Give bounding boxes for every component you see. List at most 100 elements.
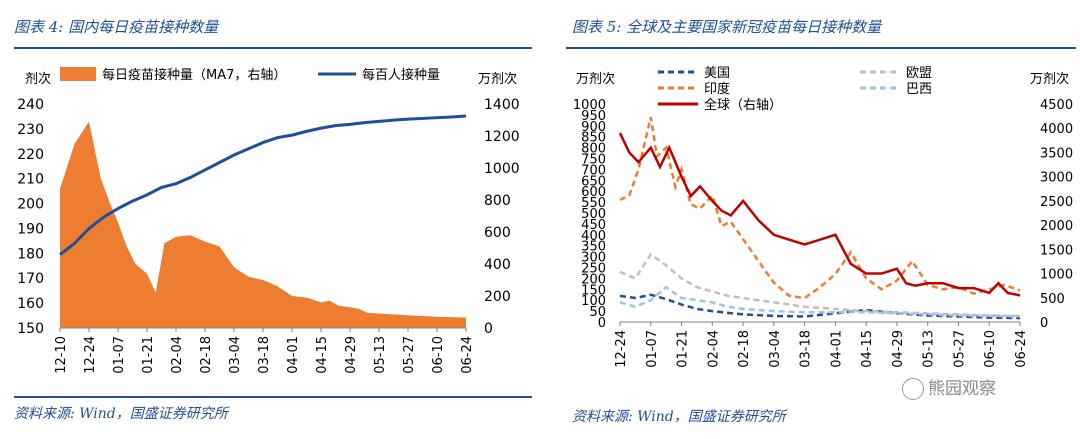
y-right-tick: 3500	[1040, 146, 1073, 161]
series-line-1	[619, 252, 1021, 318]
y-left-tick: 200	[581, 272, 606, 287]
x-tick-label: 03-18	[257, 336, 272, 374]
x-tick-label: 04-15	[315, 336, 330, 374]
x-tick-label: 03-18	[799, 330, 814, 368]
left-title-rule	[14, 47, 532, 49]
x-tick-label: 05-27	[952, 330, 967, 368]
x-tick-label: 05-13	[922, 330, 937, 368]
y-left-tick: 700	[581, 163, 606, 178]
y-right-unit: 万剂次	[1030, 71, 1069, 87]
y-left-tick: 50	[589, 305, 606, 320]
x-tick-label: 01-21	[676, 330, 691, 368]
x-tick-label: 05-13	[373, 336, 388, 374]
y-left-tick: 300	[581, 251, 606, 266]
y-left-tick: 650	[581, 174, 606, 189]
y-left-tick: 200	[17, 197, 44, 213]
y-left-tick: 0	[598, 316, 606, 331]
y-right-tick: 0	[1040, 316, 1048, 331]
x-tick-label: 01-07	[112, 336, 127, 374]
x-tick-label: 02-18	[199, 336, 214, 374]
y-left-tick: 160	[17, 296, 44, 312]
y-right-tick: 800	[484, 193, 511, 209]
y-left-tick: 150	[17, 321, 44, 337]
x-tick-label: 01-07	[645, 330, 660, 368]
y-right-tick: 500	[1040, 292, 1065, 307]
y-right-tick: 2000	[1040, 219, 1073, 234]
y-left-tick: 1000	[573, 98, 606, 113]
x-tick-label: 02-04	[706, 330, 721, 368]
x-tick-label: 04-01	[286, 336, 301, 374]
left-source-rule	[14, 396, 532, 398]
legend-label-2: 印度	[704, 81, 730, 97]
y-left-tick: 600	[581, 185, 606, 200]
x-tick-label: 12-10	[54, 336, 69, 374]
y-right-tick: 4000	[1040, 122, 1073, 137]
y-right-tick: 2500	[1040, 195, 1073, 210]
x-tick-label: 06-10	[431, 336, 446, 374]
y-left-tick: 400	[581, 229, 606, 244]
right-title-rule	[566, 47, 1076, 49]
legend-label-3: 巴西	[906, 82, 932, 97]
y-right-unit: 万剂次	[478, 71, 517, 87]
left-source: 资料来源: Wind，国盛证券研究所	[14, 406, 228, 422]
x-tick-label: 03-04	[228, 336, 243, 374]
daily-vaccination-area	[60, 121, 466, 328]
left-chart-title: 图表 4: 国内每日疫苗接种数量	[14, 18, 219, 36]
x-tick-label: 06-10	[983, 330, 998, 368]
y-left-tick: 100	[581, 294, 606, 309]
y-left-tick: 850	[581, 131, 606, 146]
legend-label-4: 全球（右轴）	[704, 97, 782, 113]
y-right-tick: 200	[484, 289, 511, 305]
y-right-tick: 1200	[484, 129, 520, 145]
x-tick-label: 04-29	[891, 330, 906, 368]
watermark: 熊园观察	[902, 374, 996, 400]
y-right-tick: 600	[484, 225, 511, 241]
right-source: 资料来源: Wind，国盛证券研究所	[572, 409, 786, 425]
legend-label-0: 美国	[704, 66, 730, 81]
y-left-tick: 150	[581, 283, 606, 298]
x-tick-label: 06-24	[1014, 330, 1029, 368]
y-right-tick: 1500	[1040, 243, 1073, 258]
y-left-tick: 180	[17, 246, 44, 262]
y-left-tick: 800	[581, 142, 606, 157]
y-left-tick: 450	[581, 218, 606, 233]
y-right-tick: 4500	[1040, 98, 1073, 113]
y-left-tick: 350	[581, 240, 606, 255]
y-right-tick: 0	[484, 321, 493, 337]
left-chart: 150 160 170 180 190 200 210 220 230 240 0 200 400 600…	[17, 67, 520, 374]
y-right-tick: 400	[484, 257, 511, 273]
y-left-tick: 900	[581, 120, 606, 135]
series-line-0	[619, 293, 1021, 320]
y-left-tick: 500	[581, 207, 606, 222]
y-left-tick: 550	[581, 196, 606, 211]
y-left-tick: 170	[17, 271, 44, 287]
x-tick-label: 04-01	[829, 330, 844, 368]
watermark-text: 熊园观察	[928, 379, 996, 399]
per-hundred-line	[59, 114, 467, 256]
x-tick-label: 12-24	[83, 336, 98, 374]
y-left-tick: 750	[581, 153, 606, 168]
x-tick-label: 03-04	[768, 330, 783, 368]
x-tick-label: 02-18	[737, 330, 752, 368]
y-left-tick: 250	[581, 262, 606, 277]
y-right-tick: 1000	[1040, 268, 1073, 283]
right-chart-title: 图表 5: 全球及主要国家新冠疫苗每日接种数量	[572, 18, 882, 36]
series-line-4	[618, 132, 1021, 297]
series-line-3	[619, 285, 1021, 318]
y-left-tick: 230	[17, 122, 44, 138]
y-left-tick: 950	[581, 109, 606, 124]
y-right-tick: 1400	[484, 97, 520, 113]
x-tick-label: 01-21	[141, 336, 156, 374]
series-line-2	[619, 116, 1021, 300]
x-tick-label: 05-27	[402, 336, 417, 374]
legend-label-line: 每百人接种量	[362, 67, 440, 83]
y-right-tick: 1000	[484, 161, 520, 177]
x-tick-label: 06-24	[460, 336, 475, 374]
legend-label-1: 欧盟	[906, 66, 932, 81]
y-right-tick: 3000	[1040, 171, 1073, 186]
legend-label-area: 每日疫苗接种量（MA7，右轴）	[102, 67, 286, 83]
y-left-tick: 220	[17, 147, 44, 163]
y-left-unit: 剂次	[25, 71, 51, 87]
wechat-icon	[902, 378, 924, 400]
y-left-tick: 190	[17, 221, 44, 237]
